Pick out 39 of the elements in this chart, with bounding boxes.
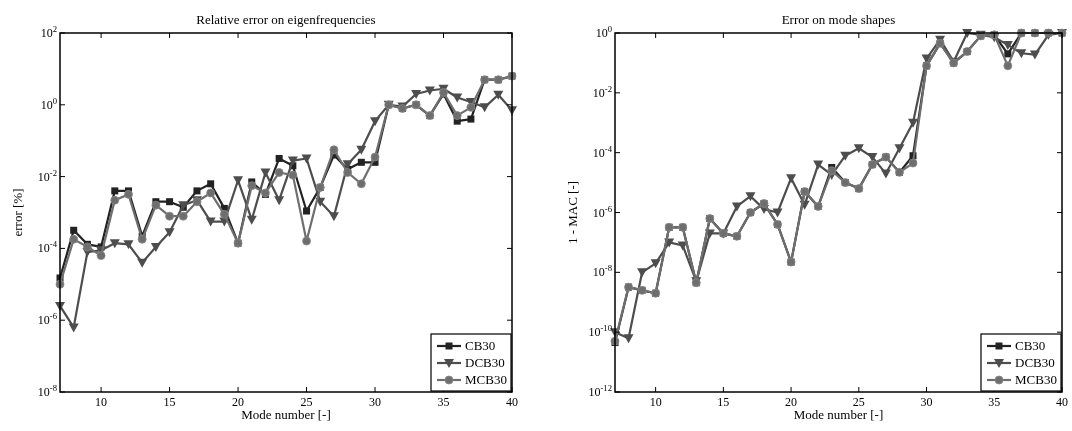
x-axis-title: Mode number [-] bbox=[793, 407, 884, 422]
legend-label: DCB30 bbox=[465, 355, 505, 370]
y-tick-label: 10$^{-8}$ bbox=[592, 263, 612, 280]
y-tick-label: 10$^{-4}$ bbox=[37, 239, 58, 256]
y-axis-title: error [%] bbox=[10, 188, 25, 237]
legend-label: MCB30 bbox=[1015, 372, 1057, 387]
y-tick-label: 10$^{0}$ bbox=[595, 24, 612, 40]
chart-title: Relative error on eigenfrequencies bbox=[196, 12, 376, 27]
y-tick-label: 10$^{-8}$ bbox=[37, 383, 57, 399]
x-tick-label: 40 bbox=[1056, 395, 1068, 409]
x-axis-title: Mode number [-] bbox=[241, 407, 331, 422]
x-tick-label: 30 bbox=[920, 395, 933, 409]
y-axis-title: 1 - MAC [-] bbox=[565, 180, 580, 245]
y-tick-label: 10$^{0}$ bbox=[40, 95, 57, 112]
x-tick-label: 35 bbox=[988, 395, 1001, 409]
y-tick-label: 10$^{-6}$ bbox=[592, 203, 613, 220]
x-tick-label: 25 bbox=[300, 395, 313, 409]
x-tick-label: 15 bbox=[163, 395, 176, 409]
y-tick-label: 10$^{-4}$ bbox=[592, 143, 613, 160]
legend-label: DCB30 bbox=[1015, 355, 1055, 370]
y-tick-label: 10$^{2}$ bbox=[40, 24, 57, 40]
y-tick-label: 10$^{-2}$ bbox=[592, 83, 612, 100]
y-tick-label: 10$^{-6}$ bbox=[37, 311, 58, 328]
x-tick-label: 35 bbox=[437, 395, 450, 409]
x-tick-label: 10 bbox=[649, 395, 662, 409]
x-tick-label: 40 bbox=[506, 395, 518, 409]
legend-label: MCB30 bbox=[465, 372, 507, 387]
x-tick-label: 20 bbox=[232, 395, 245, 409]
legend-label: CB30 bbox=[1015, 338, 1046, 353]
x-tick-label: 10 bbox=[95, 395, 108, 409]
legend-label: CB30 bbox=[465, 338, 496, 353]
x-tick-label: 25 bbox=[852, 395, 865, 409]
x-tick-label: 20 bbox=[785, 395, 798, 409]
x-tick-label: 30 bbox=[369, 395, 382, 409]
y-tick-label: 10$^{-2}$ bbox=[37, 167, 57, 184]
x-tick-label: 15 bbox=[717, 395, 730, 409]
y-tick-label: 10$^{-10}$ bbox=[588, 323, 612, 340]
y-tick-label: 10$^{-12}$ bbox=[588, 383, 612, 399]
chart-title: Error on mode shapes bbox=[781, 12, 896, 27]
